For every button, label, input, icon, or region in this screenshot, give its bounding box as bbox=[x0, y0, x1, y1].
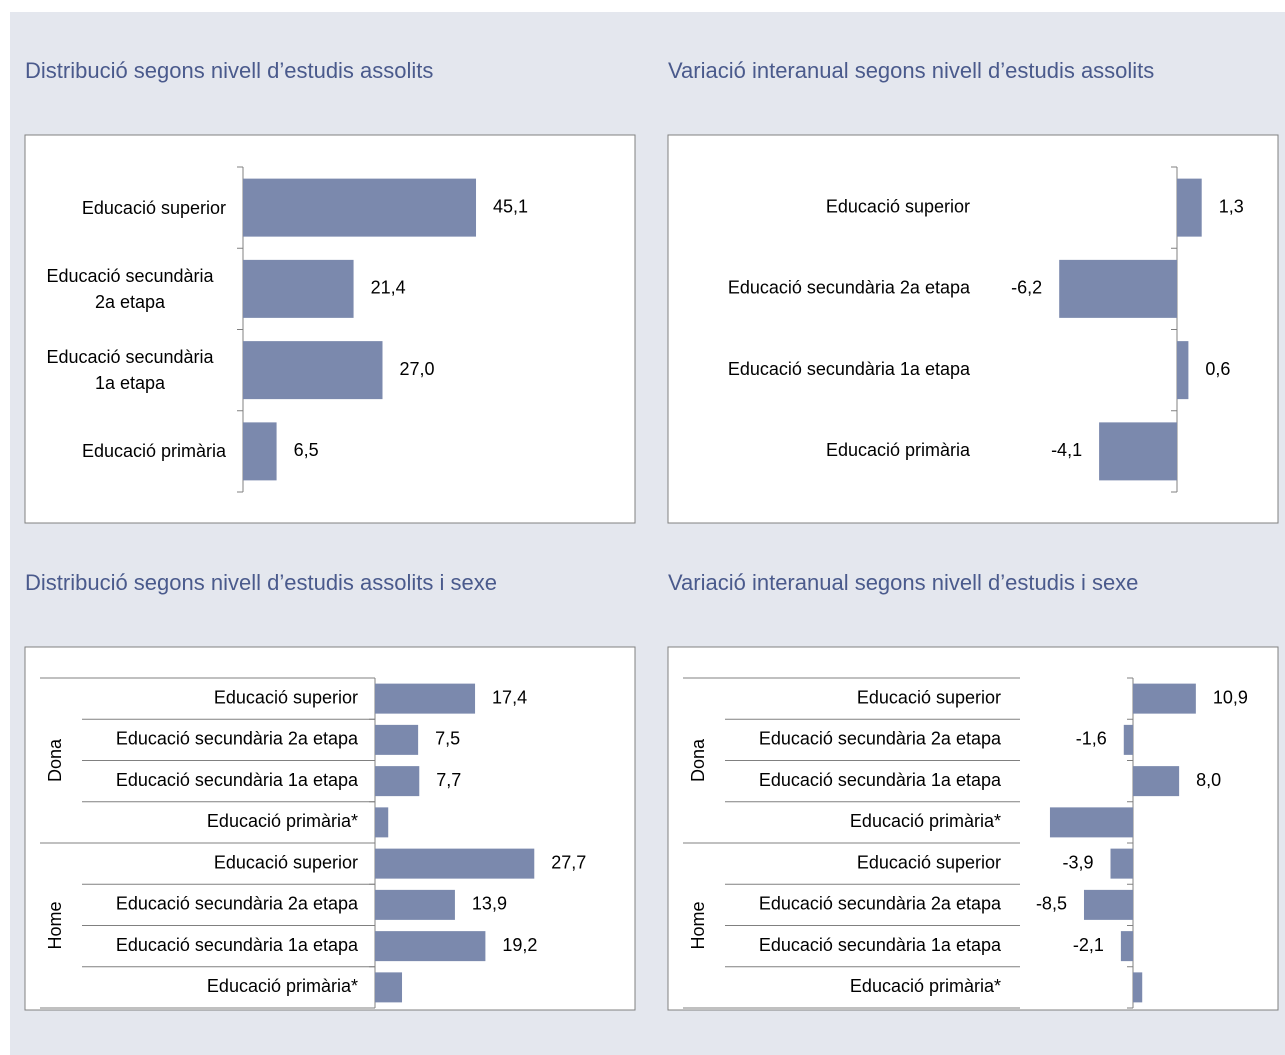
value-label: -1,6 bbox=[1076, 729, 1107, 749]
category-label: Educació secundària 1a etapa bbox=[759, 935, 1002, 955]
category-label: Educació secundària 2a etapa bbox=[116, 729, 359, 749]
bar bbox=[375, 931, 486, 962]
category-label: Educació superior bbox=[81, 197, 226, 218]
value-label: 27,0 bbox=[400, 359, 435, 379]
chart-title: Distribució segons nivell d’estudis asso… bbox=[25, 570, 497, 595]
category-label: Educació superior bbox=[826, 196, 970, 216]
group-label: Dona bbox=[45, 738, 65, 782]
value-label: -2,1 bbox=[1073, 935, 1104, 955]
category-label: Educació secundària 1a etapa bbox=[116, 770, 359, 790]
bar bbox=[243, 422, 277, 481]
category-label: Educació secundària 2a etapa bbox=[759, 894, 1002, 914]
bar bbox=[1123, 724, 1133, 755]
bar bbox=[375, 724, 419, 755]
category-label: Educació secundària 2a etapa bbox=[759, 729, 1002, 749]
category-label: Educació primària* bbox=[850, 976, 1001, 996]
bar bbox=[243, 178, 477, 237]
category-label: Educació primària bbox=[826, 440, 971, 460]
category-label-box: Educació secundària 1a etapa bbox=[26, 338, 226, 402]
chart-title: Variació interanual segons nivell d’estu… bbox=[668, 570, 1138, 595]
value-label: 0,6 bbox=[1205, 359, 1230, 379]
category-label-wrap: Educació secundària 1a etapa bbox=[26, 338, 226, 402]
value-label: 13,9 bbox=[472, 894, 507, 914]
category-label: Educació secundària 2a etapa bbox=[116, 894, 359, 914]
group-label: Home bbox=[688, 901, 708, 949]
bar bbox=[1120, 931, 1133, 962]
value-label: -4,1 bbox=[1051, 440, 1082, 460]
value-label: 19,2 bbox=[502, 935, 537, 955]
bar bbox=[1177, 178, 1202, 237]
bar bbox=[243, 259, 354, 318]
value-label: 7,5 bbox=[435, 729, 460, 749]
category-label: Educació secundària 1a etapa bbox=[759, 770, 1002, 790]
value-label: -3,9 bbox=[1062, 852, 1093, 872]
bar bbox=[375, 766, 420, 797]
value-label: 8,0 bbox=[1196, 770, 1221, 790]
category-label-box: Educació superior bbox=[26, 176, 226, 240]
category-label: Educació superior bbox=[214, 687, 358, 707]
category-label-wrap: Educació primària bbox=[26, 419, 226, 483]
category-label-wrap: Educació superior bbox=[26, 176, 226, 240]
bar bbox=[375, 807, 389, 838]
bar bbox=[1049, 807, 1133, 838]
value-label: 10,9 bbox=[1213, 687, 1248, 707]
category-label: Educació primària* bbox=[207, 811, 358, 831]
bar bbox=[1133, 972, 1143, 1003]
bar bbox=[1083, 889, 1133, 920]
category-label: Educació superior bbox=[857, 852, 1001, 872]
value-label: 6,5 bbox=[294, 440, 319, 460]
value-label: -8,5 bbox=[1036, 894, 1067, 914]
category-label: Educació primària bbox=[81, 441, 226, 462]
bar bbox=[375, 683, 476, 714]
value-label: 1,3 bbox=[1219, 196, 1244, 216]
bar bbox=[1133, 766, 1180, 797]
category-label-wrap: Educació secundària 2a etapa bbox=[26, 257, 226, 321]
category-label-box: Educació secundària 2a etapa bbox=[26, 257, 226, 321]
category-label: Educació secundària 1a etapa bbox=[46, 347, 214, 394]
bar bbox=[1133, 683, 1196, 714]
category-label: Educació superior bbox=[857, 687, 1001, 707]
value-label: 27,7 bbox=[551, 852, 586, 872]
bar bbox=[375, 848, 535, 879]
value-label: -6,2 bbox=[1011, 278, 1042, 298]
value-label: 7,7 bbox=[436, 770, 461, 790]
bar bbox=[243, 341, 383, 400]
group-label: Home bbox=[45, 901, 65, 949]
category-label: Educació superior bbox=[214, 852, 358, 872]
category-label: Educació secundària 2a etapa bbox=[46, 265, 214, 312]
bar bbox=[1099, 422, 1177, 481]
chart-title: Variació interanual segons nivell d’estu… bbox=[668, 58, 1154, 83]
bar bbox=[375, 972, 403, 1003]
bar bbox=[375, 889, 455, 920]
category-label: Educació secundària 1a etapa bbox=[728, 359, 971, 379]
category-label-box: Educació primària bbox=[26, 419, 226, 483]
value-label: 45,1 bbox=[493, 196, 528, 216]
category-label: Educació secundària 2a etapa bbox=[728, 278, 971, 298]
value-label: 17,4 bbox=[492, 687, 527, 707]
chart-title: Distribució segons nivell d’estudis asso… bbox=[25, 58, 433, 83]
category-label: Educació primària* bbox=[207, 976, 358, 996]
category-label: Educació secundària 1a etapa bbox=[116, 935, 359, 955]
value-label: 21,4 bbox=[371, 278, 406, 298]
chart-panel bbox=[24, 646, 636, 1011]
bar bbox=[1110, 848, 1133, 879]
category-label: Educació primària* bbox=[850, 811, 1001, 831]
group-label: Dona bbox=[688, 738, 708, 782]
bar bbox=[1177, 341, 1189, 400]
bar bbox=[1059, 259, 1177, 318]
